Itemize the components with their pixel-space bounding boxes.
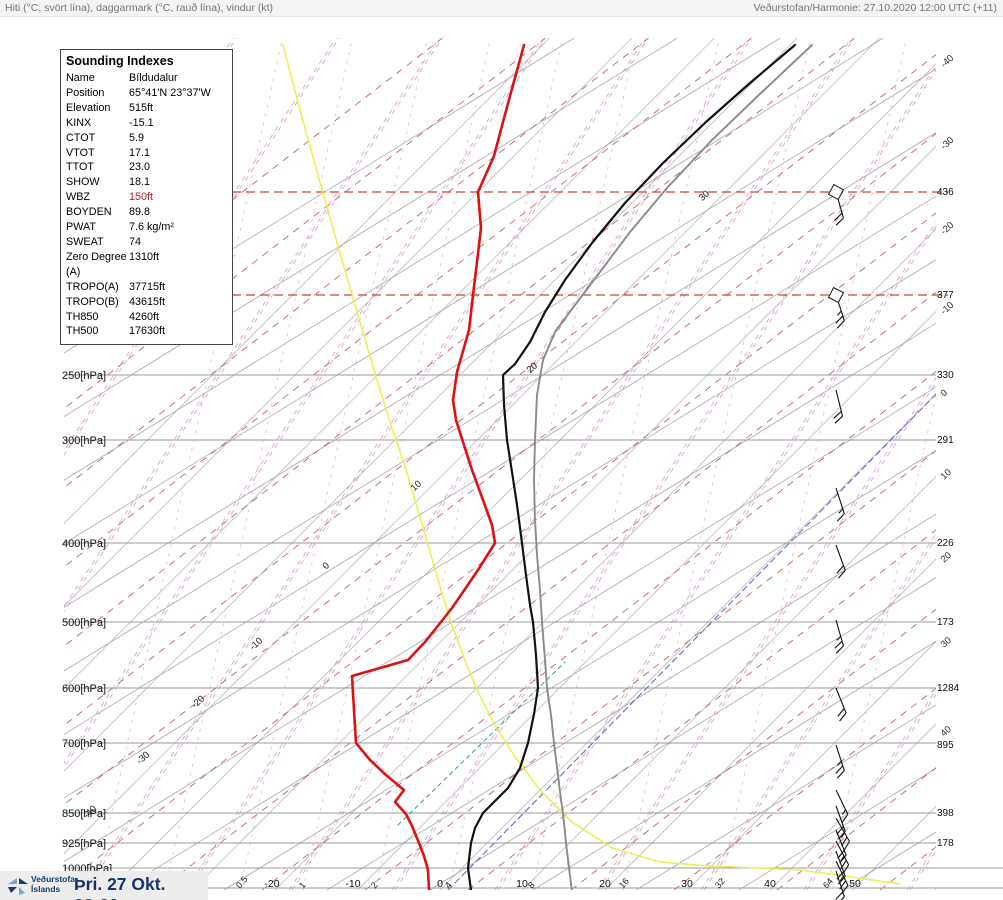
svg-text:-40: -40 [939, 53, 957, 70]
svg-text:-10: -10 [345, 878, 360, 890]
svg-text:226: 226 [937, 538, 954, 549]
svg-text:10: 10 [939, 467, 954, 482]
svg-text:377: 377 [937, 290, 954, 301]
svg-text:895: 895 [937, 740, 954, 751]
svg-text:850[hPa]: 850[hPa] [62, 808, 106, 820]
svg-text:32: 32 [713, 876, 727, 890]
wind-barb [835, 817, 850, 851]
wind-barb [835, 860, 849, 894]
imo-logo-icon [8, 878, 28, 895]
wind-barb-column [827, 183, 850, 900]
sounding-index-row: VTOT 17.1 [66, 146, 151, 159]
svg-text:30: 30 [681, 878, 693, 890]
wind-barb [827, 183, 845, 226]
svg-text:-20: -20 [939, 220, 957, 237]
wind-barb [835, 744, 845, 779]
svg-text:178: 178 [937, 838, 954, 849]
wind-barb [835, 544, 846, 579]
svg-text:16: 16 [617, 876, 631, 890]
svg-text:398: 398 [937, 808, 954, 819]
header-bar: Hiti (°C, svört lína), daggarmark (°C, r… [0, 0, 1003, 17]
svg-text:925[hPa]: 925[hPa] [62, 838, 106, 850]
svg-text:250[hPa]: 250[hPa] [62, 370, 106, 382]
sounding-index-row: TH850 4260ft [66, 310, 160, 323]
svg-text:330: 330 [937, 370, 954, 381]
svg-text:1284: 1284 [937, 683, 960, 694]
svg-text:-20: -20 [264, 878, 279, 890]
svg-text:4: 4 [443, 880, 454, 890]
svg-text:20: 20 [525, 361, 540, 376]
sounding-index-row: SHOW 18.1 [66, 176, 151, 189]
svg-text:10: 10 [409, 479, 424, 494]
wind-barb [835, 870, 845, 900]
svg-text:0: 0 [437, 878, 443, 890]
sounding-index-row: TTOT 23.0 [66, 161, 151, 174]
sounding-index-row: SWEAT 74 [66, 235, 142, 248]
imo-logo-text: Veðurstofa Íslands [31, 874, 75, 894]
wind-barb [835, 687, 847, 722]
sounding-index-row: Elevation 515ft [66, 101, 154, 114]
svg-text:600[hPa]: 600[hPa] [62, 683, 106, 695]
footer-bar: Veðurstofa Íslands Þri. 27 Okt. 23:00 [0, 871, 208, 900]
svg-text:0: 0 [321, 560, 332, 572]
wind-barb [833, 389, 844, 424]
svg-text:40: 40 [939, 724, 954, 739]
svg-text:50: 50 [849, 878, 861, 890]
sounding-index-row: Name Bíldudalur [66, 72, 178, 84]
svg-text:30: 30 [939, 635, 954, 650]
svg-text:300[hPa]: 300[hPa] [62, 435, 106, 447]
svg-text:436: 436 [937, 187, 954, 198]
wind-barb [834, 619, 844, 654]
wind-barb [835, 829, 847, 864]
sounding-curves [282, 43, 901, 890]
svg-text:64: 64 [821, 876, 835, 890]
sounding-index-row: PWAT 7.6 kg/m² [66, 221, 175, 234]
svg-text:40: 40 [764, 878, 776, 890]
svg-text:20: 20 [599, 878, 611, 890]
sounding-index-row: CTOT 5.9 [66, 131, 145, 144]
model-run-label: Veðurstofan/Harmonie: 27.10.2020 12:00 U… [753, 2, 998, 14]
sounding-index-row: KINX -15.1 [66, 116, 154, 129]
svg-text:-30: -30 [135, 749, 153, 766]
svg-text:-10: -10 [248, 635, 266, 652]
wind-barb [835, 789, 849, 823]
sounding-index-row: TROPO(A) 37715ft [66, 280, 166, 293]
sounding-indexes-rows: Name Bíldudalur Position 65°41'N 23°37'W Ele… [66, 71, 228, 339]
svg-text:-30: -30 [939, 135, 957, 152]
sounding-indexes-title: Sounding Indexes [66, 54, 174, 68]
svg-text:400[hPa]: 400[hPa] [62, 538, 106, 550]
svg-text:30: 30 [697, 189, 712, 204]
wind-barb [835, 487, 845, 522]
svg-text:500[hPa]: 500[hPa] [62, 617, 106, 629]
sounding-index-row: WBZ 150ft [66, 191, 154, 204]
valid-time-label: Þri. 27 Okt. 23:00 [74, 874, 166, 900]
svg-text:1: 1 [297, 880, 308, 890]
svg-text:0: 0 [939, 388, 950, 400]
sounding-indexes-panel: Sounding Indexes Name Bíldudalur Position 6… [60, 49, 233, 346]
sounding-index-row: TROPO(B) 43615ft [66, 295, 166, 308]
svg-text:291: 291 [937, 435, 954, 446]
wind-barb [827, 286, 845, 329]
sounding-index-row: TH500 17630ft [66, 325, 166, 338]
sounding-index-row: Zero Degree (A) 1310ft [66, 250, 160, 278]
svg-text:20: 20 [939, 550, 954, 565]
sounding-index-row: BOYDEN 89.8 [66, 206, 151, 219]
sounding-index-row: Position 65°41'N 23°37'W [66, 86, 211, 99]
svg-text:173: 173 [937, 617, 954, 628]
chart-title: Hiti (°C, svört lína), daggarmark (°C, r… [5, 2, 274, 14]
svg-text:8: 8 [526, 880, 537, 890]
svg-text:2: 2 [369, 880, 380, 890]
svg-text:10: 10 [516, 878, 528, 890]
svg-text:-10: -10 [939, 300, 957, 317]
svg-text:700[hPa]: 700[hPa] [62, 738, 106, 750]
